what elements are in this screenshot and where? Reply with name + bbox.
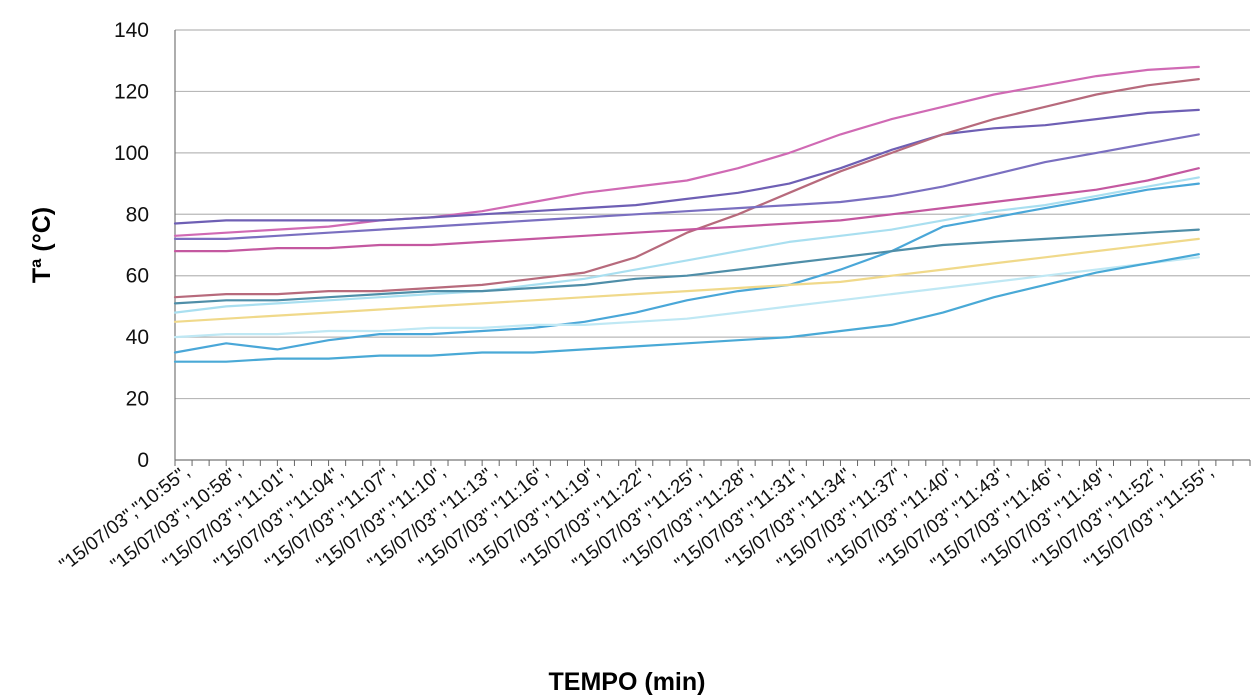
y-tick-label: 60 xyxy=(126,265,149,288)
x-axis-title: TEMPO (min) xyxy=(549,668,706,696)
series-line xyxy=(173,108,1200,225)
y-tick-label: 120 xyxy=(114,80,149,103)
series-line xyxy=(173,176,1200,314)
series-line xyxy=(173,65,1200,237)
y-axis-title: Tª (°C) xyxy=(28,207,56,283)
series-line xyxy=(173,237,1200,323)
series-line xyxy=(173,182,1200,354)
y-tick-label: 20 xyxy=(126,388,149,411)
series-line xyxy=(173,78,1200,299)
y-tick-label: 100 xyxy=(114,142,149,165)
series-line xyxy=(173,133,1200,240)
series-line xyxy=(173,167,1200,253)
series-line xyxy=(173,228,1200,305)
y-tick-label: 140 xyxy=(114,19,149,42)
y-tick-label: 80 xyxy=(126,203,149,226)
series-line xyxy=(173,256,1200,339)
y-tick-label: 40 xyxy=(126,326,149,349)
y-tick-label: 0 xyxy=(137,449,149,472)
series-line xyxy=(173,253,1200,363)
